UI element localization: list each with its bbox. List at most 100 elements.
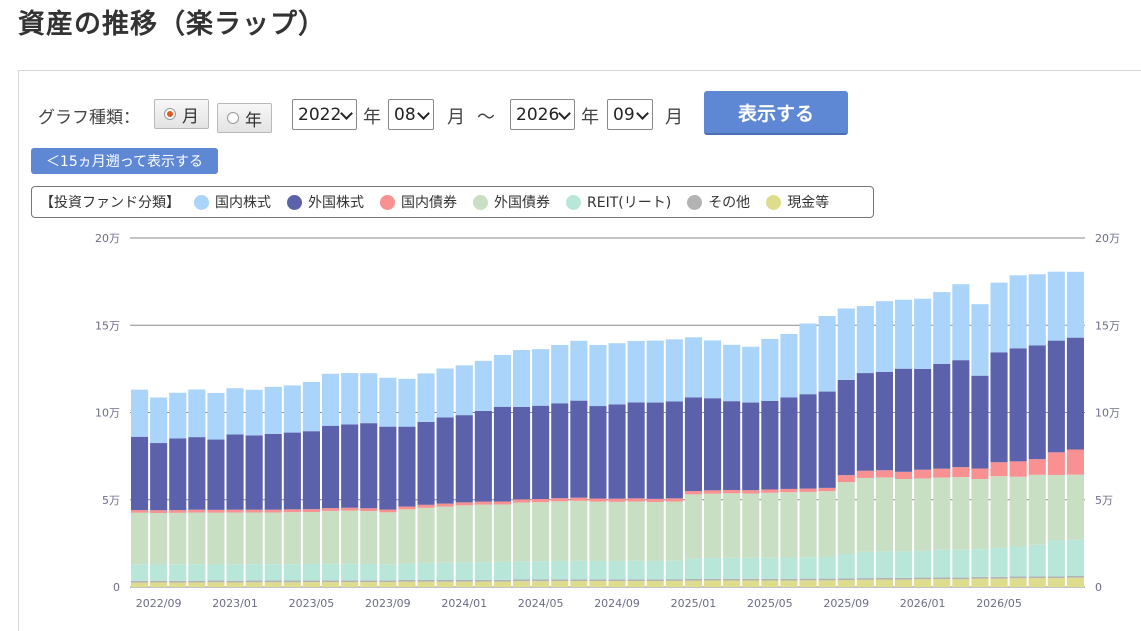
x-tick-label: 2026/01 <box>900 597 946 610</box>
legend-label: 外国株式 <box>308 195 364 211</box>
bar-segment <box>684 491 702 495</box>
stacked-bar-chart: 0 0 5万 5万 10万 10万 15万 15万 20万 20万 2022/09 2023/01 20… <box>95 232 1120 610</box>
bar-segment <box>895 577 913 580</box>
bar-segment <box>589 560 607 580</box>
bar-segment <box>684 337 702 398</box>
bar-segment <box>665 401 683 499</box>
from-year-select[interactable]: 2022 <box>292 99 357 130</box>
bar-segment <box>1047 540 1065 577</box>
bar-segment <box>532 499 550 503</box>
bar-segment <box>283 385 301 433</box>
bar-segment <box>761 338 779 401</box>
bar-segment <box>971 478 989 550</box>
bar-segment <box>532 502 550 562</box>
go-back-15-months-button[interactable]: ＜15ヵ月遡って表示する <box>31 148 218 174</box>
bar-segment <box>341 373 359 425</box>
bar-segment <box>226 512 244 565</box>
x-tick-label: 2022/09 <box>136 597 182 610</box>
bar-segment <box>1047 576 1065 579</box>
bar-segment <box>818 391 836 488</box>
bar-segment <box>1066 449 1084 475</box>
bar-segment <box>188 389 206 438</box>
bar-segment <box>914 577 932 580</box>
bar-segment <box>818 487 836 492</box>
bar-segment <box>761 489 779 493</box>
bar-segment <box>1066 271 1084 338</box>
legend-swatch <box>566 194 581 210</box>
bar-segment <box>799 578 817 581</box>
bar-segment <box>207 392 225 440</box>
legend-item: 現金等 <box>766 192 829 212</box>
bar-segment <box>742 402 760 491</box>
bar-segment <box>761 492 779 558</box>
to-year-select[interactable]: 2026 <box>510 99 575 130</box>
legend-item: REIT(リート) <box>566 192 671 212</box>
bar-segment <box>245 512 263 565</box>
bar-segment <box>837 578 855 581</box>
month-radio-button[interactable]: 月 <box>154 99 209 129</box>
bar-segment <box>933 468 951 478</box>
bar-segment <box>264 564 282 581</box>
from-month-select[interactable]: 08 <box>388 99 434 130</box>
bar-segment <box>188 580 206 583</box>
bar-segment <box>398 509 416 564</box>
bar-segment <box>169 582 187 587</box>
bar-segment <box>513 561 531 580</box>
bar-segment <box>474 579 492 582</box>
bar-segment <box>952 360 970 468</box>
legend-label: 現金等 <box>787 195 830 211</box>
graph-type-label: グラフ種類： <box>38 108 140 128</box>
bar-segment <box>1028 544 1046 577</box>
bar-segment <box>169 564 187 581</box>
bar-segment <box>780 580 798 587</box>
x-tick-label: 2023/01 <box>212 597 258 610</box>
to-month-select[interactable]: 09 <box>607 99 653 130</box>
bar-segment <box>188 512 206 565</box>
bar-segment <box>990 352 1008 463</box>
x-tick-label: 2024/01 <box>441 597 487 610</box>
bar-segment <box>895 299 913 369</box>
show-button[interactable]: 表示する <box>704 91 848 135</box>
bar-segment <box>379 512 397 565</box>
bar-segment <box>551 498 569 502</box>
bar-segment <box>513 406 531 500</box>
bar-segment <box>875 371 893 471</box>
bar-segment <box>780 578 798 581</box>
bar-segment <box>245 582 263 587</box>
bar-segment <box>322 508 340 511</box>
legend-label: 外国債券 <box>494 195 550 211</box>
bar-segment <box>131 389 149 437</box>
legend-swatch <box>687 194 703 210</box>
bar-segment <box>188 582 206 587</box>
bar-segment <box>283 509 301 513</box>
bar-segment <box>799 323 817 395</box>
bar-segment <box>131 564 149 581</box>
bar-segment <box>455 415 473 503</box>
bar-segment <box>1009 576 1027 579</box>
bar-segment <box>627 402 645 499</box>
bar-segment <box>780 397 798 489</box>
bar-segment <box>513 499 531 503</box>
year-radio-button[interactable]: 年 <box>217 103 272 133</box>
bar-segment <box>551 403 569 499</box>
bar-segment <box>150 397 168 444</box>
bar-segment <box>226 509 244 513</box>
bar-segment <box>360 373 378 424</box>
bar-segment <box>914 550 932 578</box>
bar-segment <box>608 560 626 580</box>
bar-segment <box>895 551 913 578</box>
bar-segment <box>207 439 225 510</box>
bar-segment <box>704 578 722 581</box>
bar-segment <box>360 582 378 587</box>
bar-segment <box>493 501 511 505</box>
bar-segment <box>990 578 1008 587</box>
bar-segment <box>684 558 702 579</box>
bar-segment <box>150 582 168 587</box>
radio-selected-icon <box>164 108 176 120</box>
bar-segment <box>608 579 626 582</box>
bar-segment <box>169 512 187 565</box>
bar-segment <box>226 388 244 435</box>
page-title: 資産の推移（楽ラップ） <box>18 9 326 40</box>
bar-segment <box>646 579 664 582</box>
legend-item: その他 <box>687 192 750 212</box>
